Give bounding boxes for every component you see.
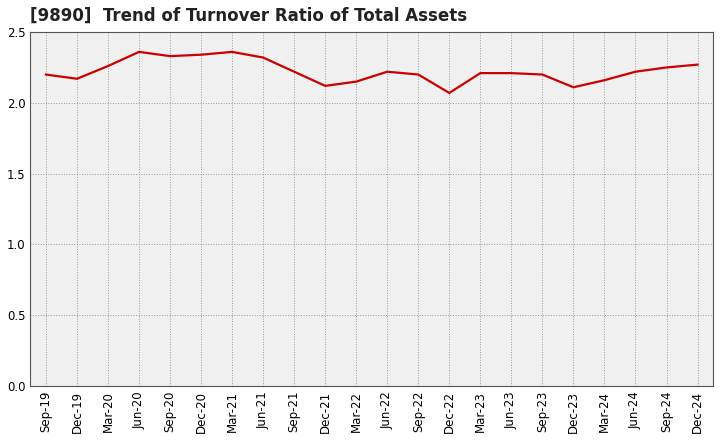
Text: [9890]  Trend of Turnover Ratio of Total Assets: [9890] Trend of Turnover Ratio of Total … xyxy=(30,7,467,25)
